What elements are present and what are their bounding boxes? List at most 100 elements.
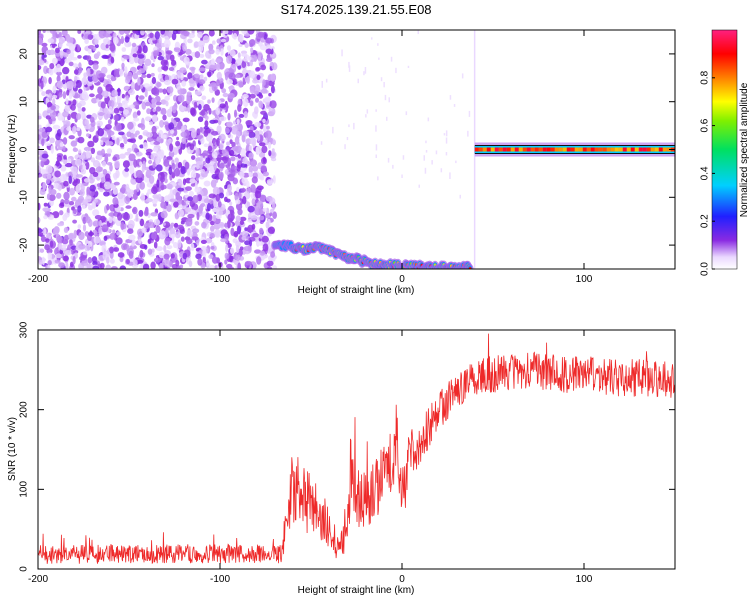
noise-blob — [43, 202, 48, 207]
noise-blob — [79, 255, 86, 261]
noise-blob — [152, 50, 160, 57]
noise-blob — [164, 228, 169, 237]
noise-blob — [230, 165, 238, 171]
noise-blob — [106, 256, 110, 264]
carrier-peak — [562, 147, 567, 152]
noise-blob — [242, 130, 250, 137]
noise-blob — [61, 30, 68, 37]
noise-blob — [72, 209, 77, 215]
noise-blob — [132, 111, 138, 120]
noise-blob — [203, 125, 209, 130]
noise-blob — [169, 260, 173, 267]
noise-blob — [162, 88, 167, 95]
noise-blob — [240, 163, 248, 168]
noise-blob — [227, 213, 235, 222]
noise-blob — [244, 250, 250, 255]
noise-blob — [238, 80, 244, 88]
noise-blob — [247, 30, 255, 35]
noise-blob — [49, 240, 54, 248]
noise-blob — [50, 145, 54, 154]
noise-blob — [135, 151, 143, 157]
speckle — [383, 82, 385, 88]
noise-blob — [219, 142, 224, 151]
noise-blob — [87, 205, 93, 211]
noise-blob — [232, 145, 239, 152]
noise-blob — [48, 93, 52, 98]
noise-blob — [201, 221, 207, 229]
noise-blob — [173, 168, 181, 177]
noise-blob — [173, 222, 179, 228]
noise-blob — [209, 233, 216, 239]
noise-blob — [92, 265, 100, 269]
noise-blob — [164, 237, 171, 246]
speckle — [453, 104, 456, 107]
speckle — [375, 125, 377, 132]
speckle — [425, 150, 428, 153]
noise-blob — [47, 264, 51, 269]
noise-blob — [207, 145, 213, 152]
noise-blob — [81, 77, 88, 86]
speckle — [392, 164, 394, 169]
noise-blob — [249, 54, 257, 63]
speckle — [390, 56, 393, 62]
noise-blob — [176, 70, 181, 80]
noise-blob — [92, 209, 100, 217]
noise-blob — [235, 254, 241, 261]
noise-blob — [221, 88, 227, 94]
noise-blob — [87, 257, 93, 264]
noise-blob — [216, 62, 221, 71]
snr-y-ticks: 0 100 200 300 — [19, 321, 675, 572]
noise-blob — [113, 247, 120, 252]
speckle — [348, 124, 350, 128]
colorbar-tick-label: 0.0 — [700, 262, 711, 276]
noise-blob — [75, 80, 82, 88]
noise-blob — [262, 243, 269, 252]
noise-blob — [207, 99, 211, 104]
noise-blob — [267, 141, 272, 150]
x-tick-label: -200 — [28, 274, 48, 285]
noise-blob — [164, 35, 170, 41]
y-tick-label: 0 — [19, 146, 30, 152]
noise-blob — [124, 151, 131, 156]
noise-blob — [42, 182, 47, 191]
noise-blob — [210, 225, 215, 232]
noise-blob — [117, 252, 125, 258]
noise-blob — [194, 51, 201, 59]
noise-blob — [96, 150, 103, 156]
noise-blob — [162, 222, 166, 226]
noise-blob — [217, 201, 222, 208]
noise-blob — [83, 265, 88, 269]
noise-blob — [138, 209, 144, 217]
x-tick-label: 0 — [399, 574, 405, 585]
noise-blob — [74, 158, 82, 167]
speckle — [375, 154, 377, 158]
noise-blob — [149, 32, 154, 39]
noise-blob — [163, 39, 171, 48]
noise-blob — [156, 195, 160, 200]
noise-blob — [148, 175, 155, 184]
noise-blob — [63, 191, 70, 200]
noise-blob — [156, 179, 160, 188]
noise-blob — [86, 186, 91, 195]
noise-blob — [254, 190, 262, 199]
noise-blob — [187, 104, 191, 113]
noise-blob — [235, 199, 241, 205]
noise-blob — [56, 155, 63, 162]
noise-blob — [108, 216, 113, 224]
noise-blob — [209, 64, 216, 71]
noise-blob — [246, 75, 250, 85]
speckle — [467, 130, 469, 137]
noise-blob — [177, 94, 185, 103]
noise-blob — [118, 107, 124, 112]
noise-blob — [249, 43, 254, 48]
noise-blob — [52, 228, 57, 236]
noise-blob — [152, 108, 156, 113]
carrier-peak — [474, 147, 479, 152]
x-tick-label: -200 — [28, 574, 48, 585]
noise-blob — [236, 164, 241, 172]
noise-blob — [55, 253, 62, 259]
noise-blob — [158, 129, 164, 138]
noise-blob — [132, 73, 139, 80]
noise-blob — [265, 130, 272, 139]
noise-blob — [101, 54, 109, 59]
